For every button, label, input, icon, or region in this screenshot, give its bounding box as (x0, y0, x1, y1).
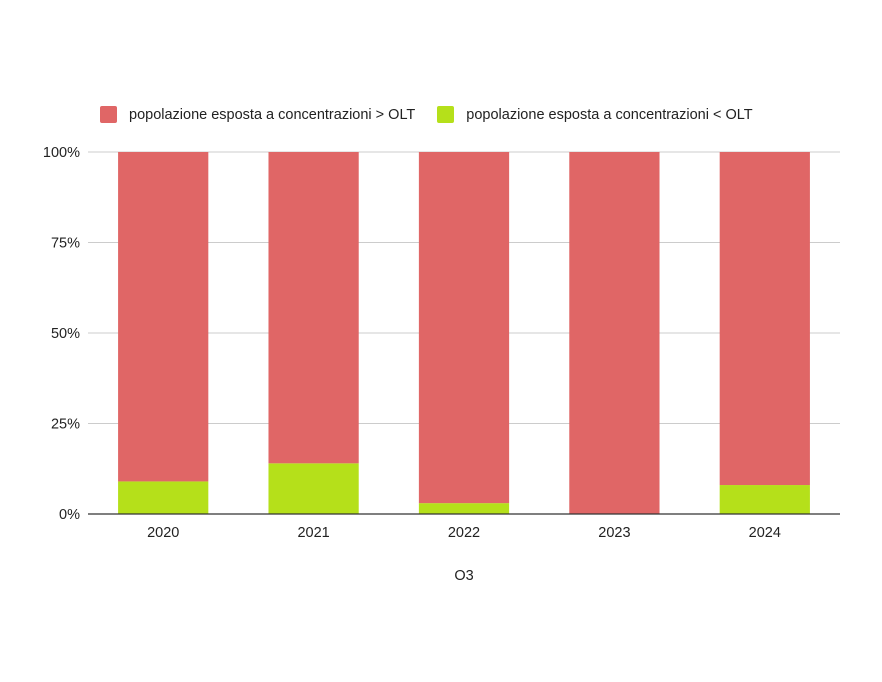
y-tick-label: 75% (51, 236, 80, 252)
bar-segment-2024-below-olt (719, 485, 810, 514)
x-tick-label: 2020 (147, 525, 179, 541)
legend-item-above-olt: popolazione esposta a concentrazioni > O… (100, 106, 415, 123)
bar-segment-2023-above-olt (569, 152, 660, 514)
legend-label-above-olt: popolazione esposta a concentrazioni > O… (129, 106, 416, 123)
legend-swatch-above-olt (100, 106, 117, 123)
y-tick-label: 100% (43, 145, 80, 161)
legend-item-below-olt: popolazione esposta a concentrazioni < O… (437, 106, 753, 123)
x-tick-label: 2023 (598, 525, 630, 541)
x-axis-title: O3 (454, 568, 473, 584)
x-tick-label: 2022 (448, 525, 480, 541)
legend: popolazione esposta a concentrazioni > O… (100, 106, 775, 123)
y-tick-label: 50% (51, 326, 80, 342)
bar-segment-2020-below-olt (118, 481, 209, 514)
x-tick-label: 2021 (297, 525, 329, 541)
legend-label-below-olt: popolazione esposta a concentrazioni < O… (466, 106, 753, 123)
y-tick-label: 25% (51, 417, 80, 433)
bar-segment-2021-above-olt (268, 152, 359, 464)
bar-segment-2021-below-olt (268, 463, 359, 514)
legend-swatch-below-olt (437, 106, 455, 123)
bar-segment-2022-below-olt (418, 503, 510, 514)
bar-segment-2022-above-olt (418, 152, 510, 504)
y-tick-label: 0% (59, 507, 80, 523)
bar-segment-2020-above-olt (118, 152, 209, 482)
x-tick-label: 2024 (749, 525, 781, 541)
bar-segment-2024-above-olt (719, 152, 810, 486)
